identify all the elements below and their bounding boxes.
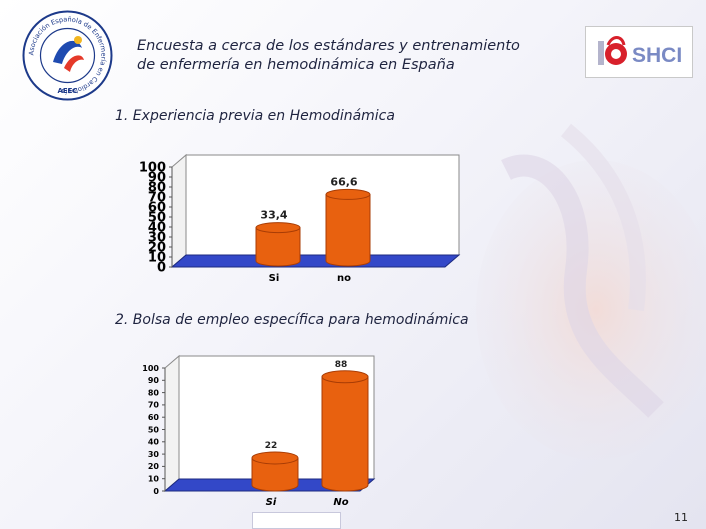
y-tick-label: 60 bbox=[148, 413, 160, 422]
heart-illustration-background bbox=[476, 123, 706, 460]
slide-title: Encuesta a cerca de los estándares y ent… bbox=[137, 37, 577, 75]
y-tick-label: 90 bbox=[148, 171, 166, 186]
slide-title-line1: Encuesta a cerca de los estándares y ent… bbox=[137, 38, 520, 54]
y-tick-label: 50 bbox=[148, 211, 166, 226]
y-tick-label: 10 bbox=[148, 251, 166, 266]
data-label: 22 bbox=[265, 441, 278, 451]
y-tick-label: 20 bbox=[148, 241, 166, 256]
page-number: 11 bbox=[674, 511, 688, 524]
shci-logo: SHCI bbox=[585, 26, 693, 78]
y-tick-label: 10 bbox=[148, 475, 160, 484]
y-tick-label: 100 bbox=[142, 364, 159, 373]
y-tick-label: 0 bbox=[157, 261, 166, 276]
bar-top bbox=[325, 188, 371, 200]
chart-back-wall bbox=[185, 154, 460, 256]
y-tick-label: 90 bbox=[148, 376, 160, 385]
bar bbox=[325, 193, 371, 267]
section-title-experiencia: 1. Experiencia previa en Hemodinámica bbox=[115, 108, 395, 124]
y-tick-label: 50 bbox=[148, 425, 160, 434]
y-tick-label: 40 bbox=[148, 438, 160, 447]
bar-top bbox=[321, 370, 369, 384]
shci-logo-graphic: SHCI bbox=[598, 36, 682, 67]
chart-bolsa-empleo: 0 10 20 30 40 50 60 70 80 90 100 22 Si 88 No bbox=[142, 354, 376, 508]
data-label: 33,4 bbox=[260, 209, 287, 222]
y-tick-label: 40 bbox=[148, 221, 166, 236]
footer-box bbox=[252, 512, 341, 529]
x-category-label: Si bbox=[266, 497, 277, 508]
y-tick-label: 30 bbox=[148, 231, 166, 246]
aeec-logo: Asociación Española de Enfermería en Car… bbox=[22, 10, 113, 101]
y-tick-label: 0 bbox=[153, 487, 159, 496]
aeec-abbr: AEEC bbox=[57, 87, 77, 95]
shci-logo-text: SHCI bbox=[632, 44, 682, 67]
chart-floor bbox=[170, 254, 461, 268]
x-category-label: Si bbox=[269, 273, 280, 284]
y-tick-label: 70 bbox=[148, 401, 160, 410]
bar bbox=[255, 227, 301, 267]
bar-top bbox=[255, 222, 301, 234]
y-tick-label: 60 bbox=[148, 201, 166, 216]
chart-side-wall bbox=[171, 153, 187, 269]
x-category-label: No bbox=[333, 497, 348, 508]
bar bbox=[321, 376, 369, 492]
y-tick-label: 80 bbox=[148, 181, 166, 196]
y-tick-label: 20 bbox=[148, 462, 160, 471]
data-label: 88 bbox=[335, 360, 348, 370]
y-tick-label: 80 bbox=[148, 388, 160, 397]
y-tick-label: 100 bbox=[139, 161, 166, 176]
data-label: 66,6 bbox=[330, 175, 357, 188]
slide-title-line2: de enfermería en hemodinámica en España bbox=[137, 57, 455, 73]
bar-top bbox=[251, 451, 299, 465]
x-category-label: no bbox=[337, 273, 351, 284]
y-tick-label: 30 bbox=[148, 450, 160, 459]
chart-side-wall bbox=[164, 354, 180, 493]
y-tick-label: 70 bbox=[148, 191, 166, 206]
section-title-bolsa: 2. Bolsa de empleo específica para hemod… bbox=[115, 312, 469, 328]
bar bbox=[251, 457, 299, 492]
